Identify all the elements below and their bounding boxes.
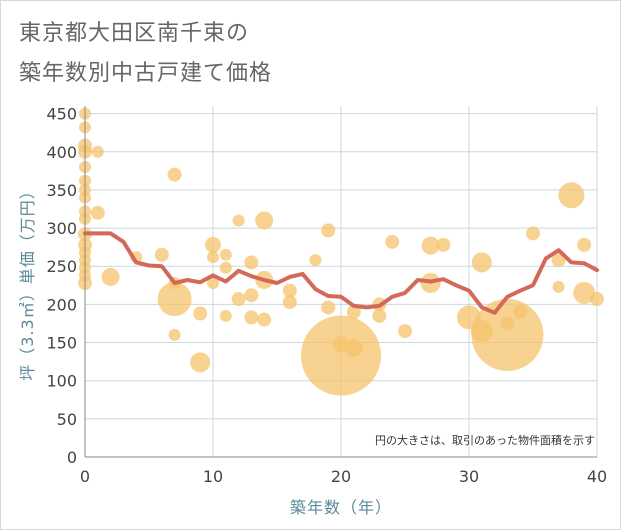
- y-tick-label: 150: [46, 334, 77, 353]
- chart-title-line-1: 東京都大田区南千束の: [19, 21, 250, 46]
- data-bubble: [205, 236, 221, 253]
- y-tick-label: 450: [46, 105, 77, 124]
- x-tick-label: 0: [80, 467, 90, 486]
- x-axis-label: 築年数（年）: [290, 498, 392, 517]
- data-bubble: [232, 214, 245, 227]
- data-bubble: [344, 338, 363, 357]
- y-tick-label: 100: [46, 372, 77, 391]
- data-bubble: [372, 308, 387, 323]
- x-tick-label: 40: [587, 467, 607, 486]
- average-price-line: [83, 231, 599, 315]
- data-bubble: [168, 328, 181, 341]
- x-tick-label: 20: [331, 467, 351, 486]
- y-tick-label: 300: [46, 219, 77, 238]
- data-bubble: [244, 310, 259, 325]
- data-bubble: [436, 237, 451, 252]
- y-tick-label: 0: [67, 448, 77, 467]
- data-bubble: [552, 280, 565, 293]
- data-bubble: [558, 182, 585, 209]
- y-tick-label: 400: [46, 143, 77, 162]
- data-bubble: [282, 283, 297, 298]
- data-bubble: [193, 306, 208, 321]
- data-bubble: [513, 305, 528, 320]
- y-tick-label: 250: [46, 257, 77, 276]
- data-bubble: [421, 236, 440, 255]
- y-tick-label: 200: [46, 295, 77, 314]
- data-bubble: [207, 251, 219, 264]
- transaction-bubbles: [78, 107, 604, 396]
- data-bubble: [471, 298, 544, 371]
- y-axis-label: 坪（3.3㎡）単価（万円）: [18, 182, 37, 380]
- data-bubble: [219, 309, 232, 322]
- axes: 0 50 100 150 200 250 300 350 400 450 0 10 20 30 40: [46, 105, 607, 486]
- data-bubble: [91, 145, 104, 158]
- data-bubble: [590, 292, 604, 307]
- data-bubble: [321, 223, 336, 238]
- data-bubble: [346, 305, 361, 320]
- y-tick-label: 350: [46, 181, 77, 200]
- data-bubble: [526, 226, 540, 241]
- data-bubble: [551, 253, 566, 268]
- trend-line: [83, 231, 599, 315]
- data-bubble: [577, 237, 592, 252]
- data-bubble: [101, 267, 120, 286]
- data-bubble: [244, 255, 259, 270]
- chart-title-line-2: 築年数別中古戸建て価格: [19, 61, 273, 86]
- data-bubble: [244, 288, 259, 303]
- data-bubble: [219, 248, 232, 261]
- data-bubble: [90, 205, 105, 220]
- y-tick-label: 50: [57, 410, 77, 429]
- data-bubble: [573, 281, 596, 304]
- data-bubble: [309, 254, 322, 267]
- data-bubble: [231, 292, 246, 307]
- x-tick-label: 10: [203, 467, 223, 486]
- data-bubble: [257, 312, 272, 327]
- data-bubble: [471, 252, 492, 273]
- data-bubble: [190, 352, 211, 373]
- data-bubble: [255, 211, 274, 230]
- data-bubble: [321, 300, 336, 315]
- data-bubble: [157, 282, 192, 317]
- data-bubble: [207, 277, 219, 290]
- data-bubble: [219, 261, 232, 274]
- data-bubble: [398, 324, 412, 339]
- grid-lines: [85, 106, 598, 457]
- bubble-size-note: 円の大きさは、取引のあった物件面積を示す: [375, 433, 595, 447]
- data-bubble: [154, 247, 169, 262]
- data-bubble: [301, 315, 381, 396]
- data-bubble: [385, 234, 400, 249]
- data-bubble: [167, 167, 182, 182]
- x-tick-label: 30: [459, 467, 479, 486]
- data-bubble: [500, 316, 515, 331]
- data-bubble: [282, 295, 297, 310]
